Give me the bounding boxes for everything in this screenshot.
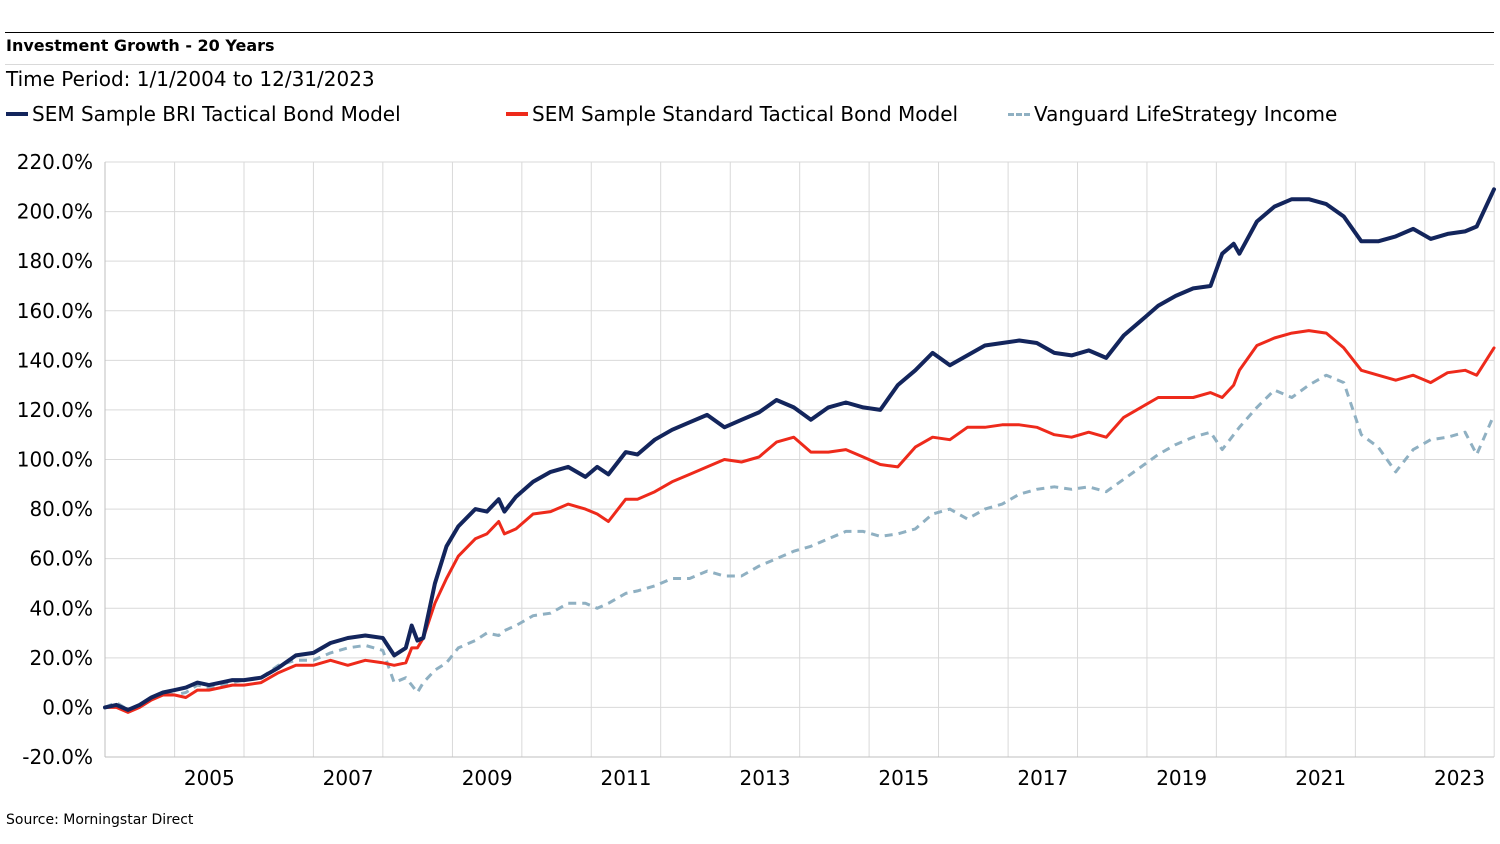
legend-label-vanguard: Vanguard LifeStrategy Income <box>1034 102 1338 126</box>
y-tick-label: 220.0% <box>17 150 93 174</box>
y-tick-label: 200.0% <box>17 200 93 224</box>
y-tick-label: 140.0% <box>17 348 93 372</box>
y-tick-label: 100.0% <box>17 448 93 472</box>
title-divider <box>5 64 1494 65</box>
x-tick-label: 2015 <box>878 766 929 790</box>
x-tick-label: 2011 <box>601 766 652 790</box>
y-tick-label: 20.0% <box>29 646 93 670</box>
legend-swatch-standard <box>506 112 528 116</box>
x-tick-label: 2021 <box>1295 766 1346 790</box>
x-tick-label: 2007 <box>323 766 374 790</box>
y-tick-label: 60.0% <box>29 547 93 571</box>
y-tick-label: 120.0% <box>17 398 93 422</box>
legend-label-standard: SEM Sample Standard Tactical Bond Model <box>532 102 959 126</box>
x-tick-label: 2009 <box>462 766 513 790</box>
y-tick-label: 80.0% <box>29 497 93 521</box>
legend-swatch-bri <box>6 112 28 116</box>
y-tick-label: 40.0% <box>29 596 93 620</box>
x-tick-label: 2017 <box>1017 766 1068 790</box>
legend-item-standard: SEM Sample Standard Tactical Bond Model <box>506 102 958 126</box>
top-rule <box>5 32 1494 33</box>
series-line-0 <box>103 187 1496 712</box>
x-tick-label: 2023 <box>1434 766 1485 790</box>
x-tick-label: 2013 <box>740 766 791 790</box>
y-tick-label: -20.0% <box>22 745 93 769</box>
source-note: Source: Morningstar Direct <box>6 812 194 828</box>
legend: SEM Sample BRI Tactical Bond Model SEM S… <box>6 102 1486 130</box>
legend-swatch-vanguard <box>1008 112 1030 116</box>
y-tick-label: 180.0% <box>17 249 93 273</box>
y-tick-label: 160.0% <box>17 299 93 323</box>
y-tick-label: 0.0% <box>42 695 93 719</box>
chart-title: Investment Growth - 20 Years <box>6 36 275 55</box>
series-line-1 <box>103 329 1496 714</box>
x-tick-label: 2005 <box>184 766 235 790</box>
series-line-2 <box>104 373 1496 712</box>
legend-item-vanguard: Vanguard LifeStrategy Income <box>1008 102 1337 126</box>
x-tick-label: 2019 <box>1156 766 1207 790</box>
legend-item-bri: SEM Sample BRI Tactical Bond Model <box>6 102 401 126</box>
legend-label-bri: SEM Sample BRI Tactical Bond Model <box>32 102 401 126</box>
chart-subtitle: Time Period: 1/1/2004 to 12/31/2023 <box>6 67 375 91</box>
